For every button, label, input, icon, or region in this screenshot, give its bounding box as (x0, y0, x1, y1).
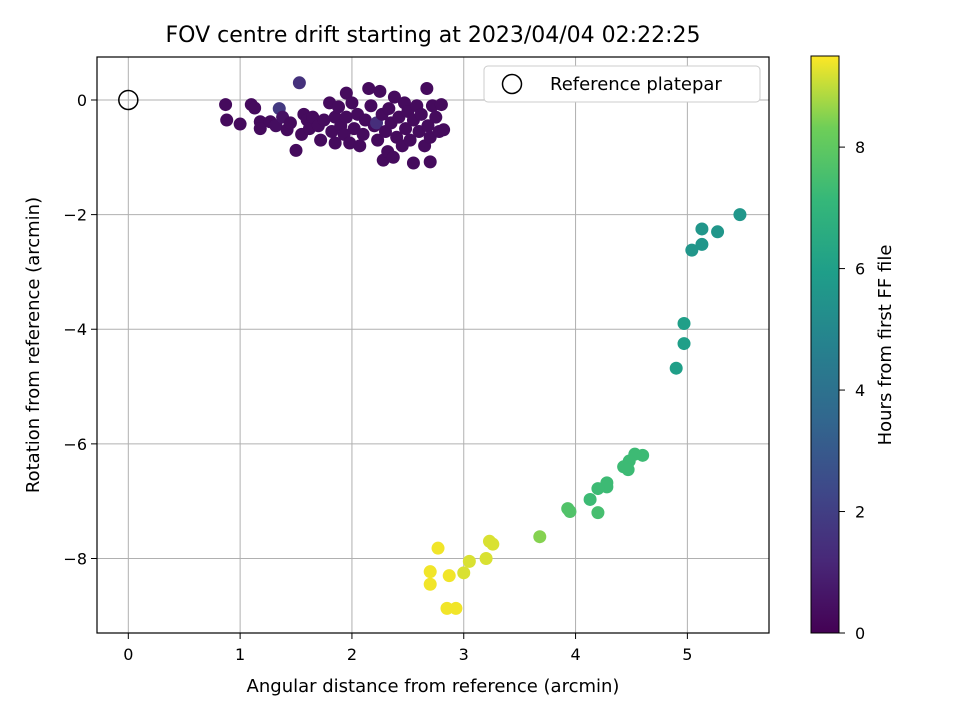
reference-platepar-marker (118, 89, 139, 111)
plot-frame (96, 56, 770, 634)
x-axis-label: Angular distance from reference (arcmin) (247, 676, 620, 697)
x-tick-label: 5 (682, 645, 692, 664)
drift-point (283, 116, 297, 130)
x-tick-label: 3 (459, 645, 469, 664)
drift-point (669, 361, 683, 375)
y-tick-label: −8 (63, 549, 87, 568)
drift-point (440, 601, 454, 615)
drift-point (685, 243, 699, 257)
legend: Reference platepar (483, 65, 761, 103)
colorbar-tick-label: 4 (855, 381, 865, 400)
drift-point (457, 566, 471, 580)
drift-point (677, 317, 691, 331)
drift-point (733, 208, 747, 222)
drift-point (371, 133, 385, 147)
colorbar-tick-label: 8 (855, 138, 865, 157)
drift-point (289, 143, 303, 157)
colorbar-label: Hours from first FF file (875, 245, 896, 446)
drift-point (314, 133, 328, 147)
drift-point (442, 569, 456, 583)
drift-point (421, 119, 435, 133)
drift-point (345, 96, 359, 110)
x-tick-label: 0 (123, 645, 133, 664)
drift-point (711, 225, 725, 239)
drift-point (591, 506, 605, 520)
drift-point (414, 107, 428, 121)
drift-point (387, 90, 401, 104)
drift-point (386, 150, 400, 164)
drift-point (563, 504, 577, 518)
drift-point (292, 76, 306, 90)
drift-point (434, 98, 448, 112)
drift-point (695, 222, 709, 236)
drift-point (449, 601, 463, 615)
ticks-layer: 0 1 2 3 4 5 0 −2 −4 −6 −8 (63, 91, 692, 664)
drift-point (479, 551, 493, 565)
drift-point (486, 537, 500, 551)
drift-point (423, 155, 437, 169)
drift-point (533, 530, 547, 544)
colorbar-tick-label: 6 (855, 260, 865, 279)
drift-point (406, 156, 420, 170)
chart-title: FOV centre drift starting at 2023/04/04 … (166, 23, 701, 48)
drift-point (339, 110, 353, 124)
drift-point (583, 492, 597, 506)
colorbar-tick-label: 0 (855, 624, 865, 643)
drift-point (362, 82, 376, 96)
drift-point (343, 136, 357, 150)
y-tick-label: −6 (63, 435, 87, 454)
x-tick-label: 1 (235, 645, 245, 664)
drift-point (399, 122, 413, 136)
y-axis-label: Rotation from reference (arcmin) (23, 197, 44, 493)
drift-point (356, 127, 370, 141)
drift-point (219, 98, 233, 112)
drift-point (423, 565, 437, 579)
drift-point (423, 577, 437, 591)
drift-point (248, 101, 262, 115)
y-tick-label: 0 (77, 91, 87, 110)
x-tick-label: 4 (570, 645, 580, 664)
drift-point (403, 133, 417, 147)
drift-point (328, 136, 342, 150)
drift-point (382, 102, 396, 116)
drift-point (462, 554, 476, 568)
drift-point (353, 139, 367, 153)
drift-point (220, 113, 234, 127)
legend-marker (501, 73, 523, 95)
drift-point (621, 463, 635, 477)
y-tick-label: −4 (63, 320, 87, 339)
drift-point (253, 122, 267, 136)
drift-point (364, 99, 378, 113)
drift-point (339, 86, 353, 100)
drift-point (429, 110, 443, 124)
legend-entry-reference-platepar: Reference platepar (550, 74, 722, 95)
drift-point (695, 237, 709, 251)
drift-point (677, 337, 691, 351)
drift-point (332, 100, 346, 114)
drift-point (591, 482, 605, 496)
points-layer (118, 76, 747, 615)
drift-point (420, 82, 434, 96)
drift-point (317, 113, 331, 127)
drift-point (233, 117, 247, 131)
drift-point (373, 84, 387, 98)
y-tick-label: −2 (63, 206, 87, 225)
colorbar (810, 55, 840, 634)
x-tick-label: 2 (347, 645, 357, 664)
drift-point (437, 123, 451, 137)
colorbar-tick-label: 2 (855, 503, 865, 522)
legend-box (483, 65, 761, 103)
drift-point (431, 541, 445, 555)
colorbar-ticks: 0 2 4 6 8 (839, 138, 865, 643)
